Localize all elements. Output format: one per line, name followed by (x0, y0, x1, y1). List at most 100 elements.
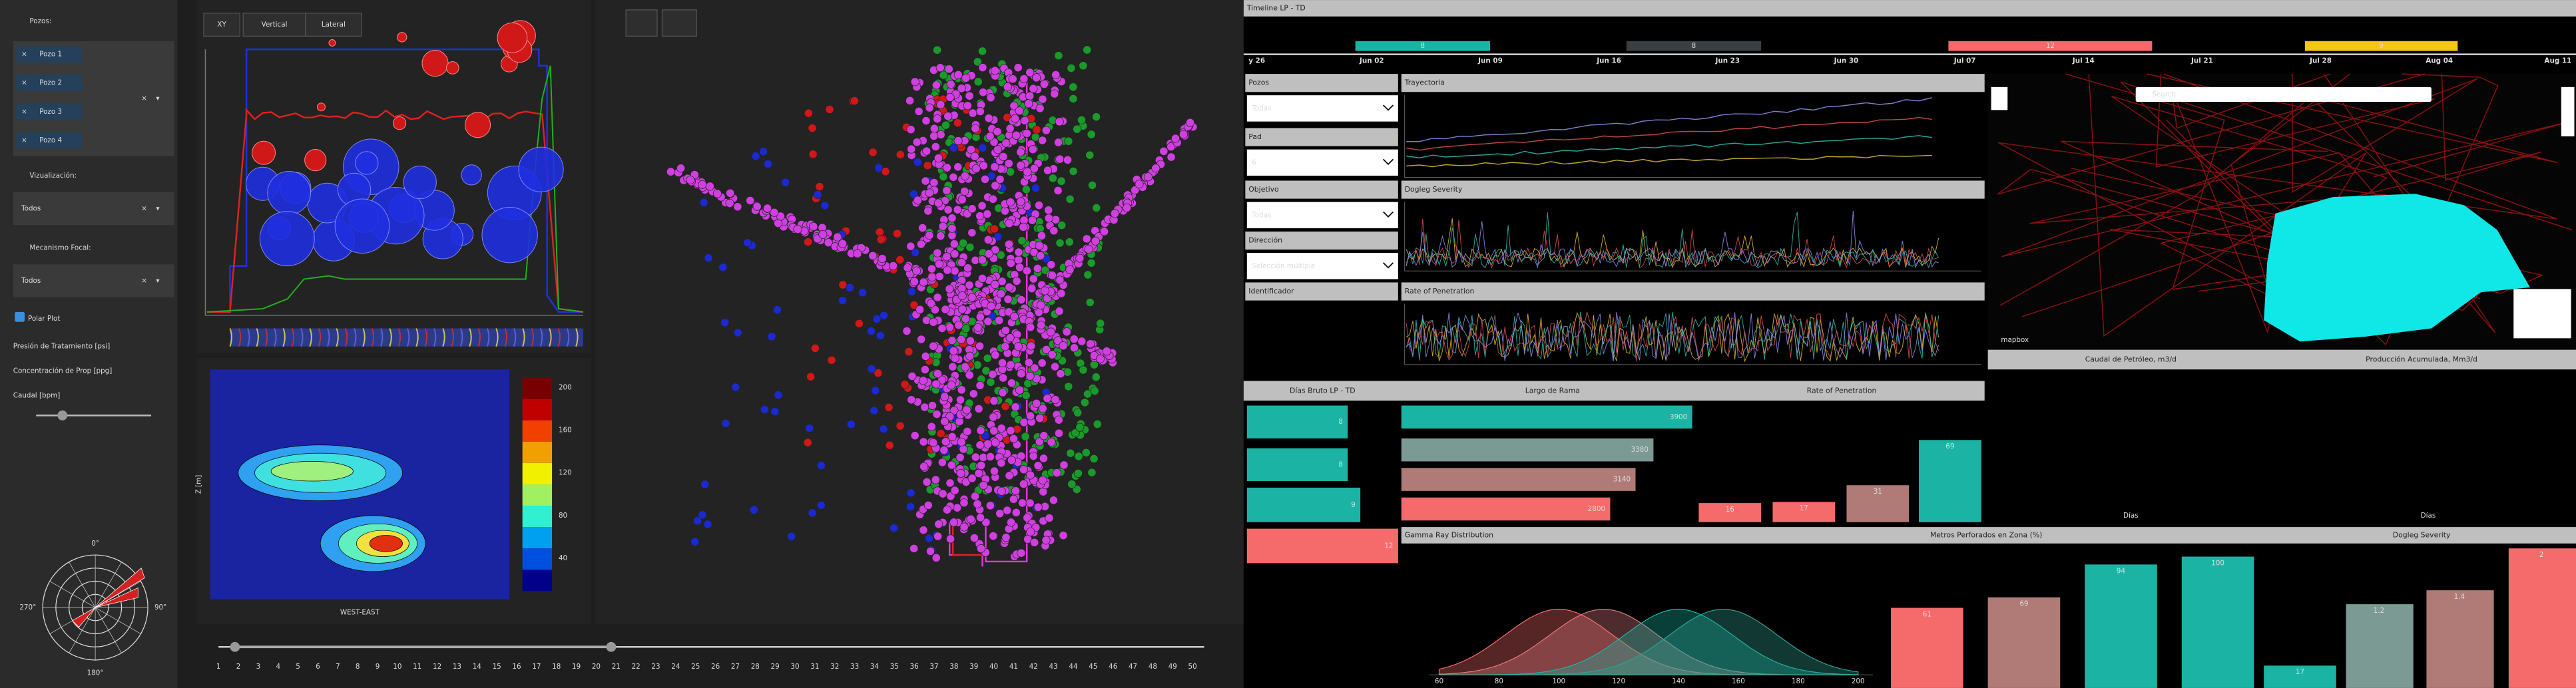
bar-value: 31 (1874, 488, 1882, 496)
filter-select[interactable] (1246, 149, 1398, 176)
event-dot (1013, 342, 1023, 351)
event-dot (1067, 63, 1076, 73)
event-dot (976, 544, 985, 554)
scatter-button[interactable] (661, 9, 697, 37)
event-dot (949, 240, 959, 249)
scatter-button[interactable] (625, 9, 658, 37)
timeline-bar-label: 12 (2046, 42, 2055, 50)
event-dot (1009, 312, 1019, 321)
event-dot (787, 532, 796, 541)
event-dot (978, 143, 987, 152)
pozo-pill[interactable] (16, 132, 83, 149)
event-dot (977, 256, 987, 265)
colorbar-cell (522, 420, 553, 442)
event-dot (953, 162, 963, 172)
event-dot (921, 116, 931, 126)
event-dot (872, 314, 882, 323)
event-dot (896, 255, 905, 264)
polar-checkbox[interactable] (15, 311, 25, 322)
pill-x: × (21, 50, 27, 58)
event-dot (941, 437, 950, 446)
pozo-pill[interactable] (16, 103, 83, 120)
gamma-tick: 100 (1552, 677, 1565, 685)
event-dot (949, 346, 958, 355)
view-button[interactable] (203, 13, 240, 37)
event-dot (981, 366, 991, 375)
pozo-pill[interactable] (16, 75, 83, 92)
map-control[interactable] (1991, 86, 2008, 110)
contour-y-label: Z [m] (195, 475, 203, 494)
plot-line (1406, 210, 1939, 269)
viz-select[interactable] (13, 192, 174, 226)
event-dot (1067, 480, 1077, 489)
strip-wave (309, 328, 312, 347)
event-dot (1143, 172, 1153, 182)
focal-select[interactable] (13, 264, 174, 297)
event-dot (1084, 244, 1093, 254)
timeline-bar (1948, 41, 2153, 51)
event-dot (1019, 465, 1029, 474)
event-dot (1039, 454, 1048, 463)
stage-tick: 39 (969, 663, 978, 671)
filter-chevron (1383, 262, 1394, 269)
event-dot (1053, 186, 1063, 195)
view-button[interactable] (305, 13, 362, 37)
event-dot (1001, 533, 1011, 542)
chevron-icon: ▾ (156, 277, 160, 285)
colorbar-cell (522, 484, 553, 506)
stage-thumb[interactable] (230, 641, 240, 652)
event-dot (1069, 83, 1078, 92)
event-dot (926, 299, 935, 308)
event-dot (827, 355, 836, 365)
event-dot (940, 392, 949, 401)
map-search[interactable] (2135, 86, 2432, 102)
pozo-pill[interactable] (16, 46, 83, 63)
timeline-date: Jul 21 (2190, 57, 2213, 65)
event-dot (880, 311, 889, 320)
event-dot (870, 406, 879, 415)
event-dot (853, 249, 862, 258)
event-dot (686, 176, 695, 185)
view-button[interactable] (242, 13, 306, 37)
slider-thumb[interactable] (57, 410, 68, 421)
event-dot (933, 248, 942, 258)
event-dot (1079, 365, 1088, 375)
metros-title: Metros Perforados en Zona (%) (1930, 530, 2042, 539)
event-dot (1040, 286, 1050, 295)
event-dot (1065, 194, 1075, 204)
event-dot (939, 71, 948, 80)
event-dot (1035, 437, 1044, 446)
event-dot (916, 240, 925, 249)
strip-wave (282, 328, 286, 347)
event-dot (953, 136, 963, 146)
event-dot (749, 505, 758, 514)
filter-select[interactable] (1246, 202, 1398, 229)
event-dot (1015, 385, 1025, 395)
filter-select[interactable] (1246, 253, 1398, 279)
event-dot (770, 208, 779, 217)
pill-x: × (21, 79, 27, 87)
timeline-bar (1355, 41, 1490, 51)
filter-label-text: Pad (1248, 132, 1262, 141)
filter-select[interactable] (1246, 95, 1398, 122)
stage-thumb[interactable] (606, 641, 617, 652)
focal-value: Todos (21, 277, 41, 285)
strip-wave (451, 328, 455, 347)
legend-item: Presión de Tratamiento [psi] (13, 343, 111, 351)
view-button-label: Vertical (262, 21, 288, 29)
event-dot (907, 371, 917, 381)
event-dot (931, 379, 941, 389)
strip-wave (264, 328, 268, 347)
event-dot (1004, 159, 1013, 168)
event-dot (1151, 164, 1160, 173)
stage-tick: 10 (393, 663, 401, 671)
event-dot (1009, 434, 1019, 443)
event-dot (997, 486, 1006, 496)
event-dot (760, 405, 769, 415)
event-dot (997, 358, 1007, 367)
strip-wave (477, 328, 481, 347)
strip-wave (380, 328, 384, 347)
event-dot (772, 305, 782, 315)
gamma-tick: 60 (1435, 677, 1443, 685)
map-zoom[interactable] (2561, 86, 2575, 136)
